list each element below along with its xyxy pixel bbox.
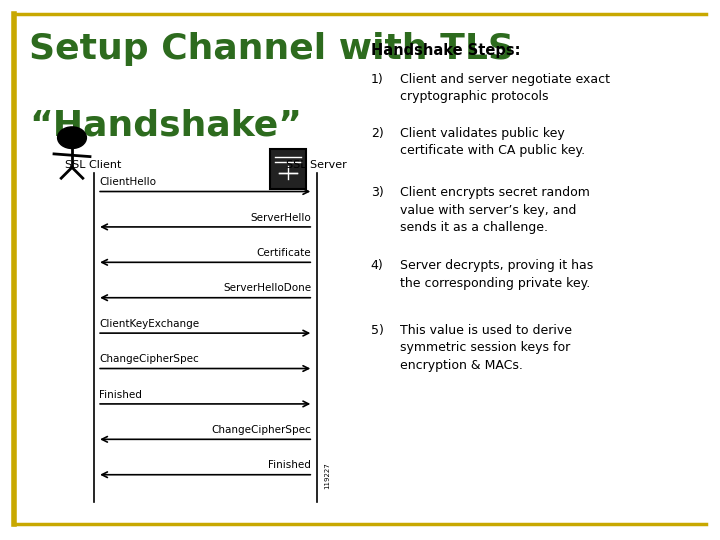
Text: SSL Server: SSL Server xyxy=(287,160,347,170)
Text: ☃: ☃ xyxy=(72,134,73,135)
Text: 119227: 119227 xyxy=(325,462,330,489)
Text: Handshake Steps:: Handshake Steps: xyxy=(371,43,521,58)
Text: ChangeCipherSpec: ChangeCipherSpec xyxy=(211,425,311,435)
Text: Client encrypts secret random
value with server’s key, and
sends it as a challen: Client encrypts secret random value with… xyxy=(400,186,590,234)
Text: 4): 4) xyxy=(371,259,384,272)
Text: This value is used to derive
symmetric session keys for
encryption & MACs.: This value is used to derive symmetric s… xyxy=(400,324,572,372)
Text: ServerHello: ServerHello xyxy=(251,213,311,222)
Text: 5): 5) xyxy=(371,324,384,337)
Text: ChangeCipherSpec: ChangeCipherSpec xyxy=(99,354,199,364)
Text: Client and server negotiate exact
cryptographic protocols: Client and server negotiate exact crypto… xyxy=(400,73,610,103)
Text: SSL Client: SSL Client xyxy=(66,160,122,170)
Text: Server decrypts, proving it has
the corresponding private key.: Server decrypts, proving it has the corr… xyxy=(400,259,593,289)
Text: “Handshake”: “Handshake” xyxy=(29,108,302,142)
Text: ServerHelloDone: ServerHelloDone xyxy=(223,284,311,293)
Text: 3): 3) xyxy=(371,186,384,199)
Circle shape xyxy=(58,127,86,148)
Text: ClientKeyExchange: ClientKeyExchange xyxy=(99,319,199,329)
Text: ClientHello: ClientHello xyxy=(99,177,156,187)
Bar xyxy=(270,148,306,189)
Text: 2): 2) xyxy=(371,127,384,140)
Text: Certificate: Certificate xyxy=(256,248,311,258)
Text: Client validates public key
certificate with CA public key.: Client validates public key certificate … xyxy=(400,127,585,157)
Text: Finished: Finished xyxy=(268,461,311,470)
Text: Setup Channel with TLS: Setup Channel with TLS xyxy=(29,32,514,66)
Text: 1): 1) xyxy=(371,73,384,86)
Text: Finished: Finished xyxy=(99,389,143,400)
